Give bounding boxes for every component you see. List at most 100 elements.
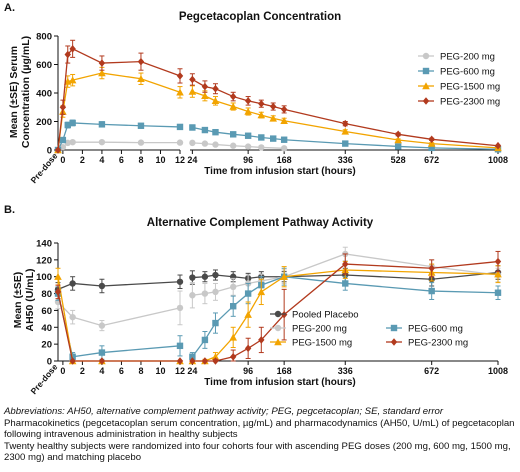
series-line <box>57 301 181 327</box>
data-point <box>137 139 145 146</box>
x-axis-label: Time from infusion start (hours) <box>204 377 356 388</box>
data-point <box>69 313 76 321</box>
data-point <box>54 146 62 154</box>
y-axis-label-line: Concentration (µg/mL) <box>20 36 32 148</box>
x-tick-label: 1008 <box>488 366 508 376</box>
data-point <box>394 136 402 144</box>
x-tick-label: 336 <box>338 155 353 165</box>
data-point <box>69 353 76 360</box>
data-point <box>98 59 106 67</box>
data-point <box>244 97 252 105</box>
x-tick-label: 8 <box>138 366 143 376</box>
legend-label: PEG-2300 mg <box>440 97 500 108</box>
y-tick-label: 0 <box>47 146 52 157</box>
series-line <box>57 141 180 151</box>
data-point <box>212 357 219 365</box>
legend: PEG-200 mg PEG-600 mg PEG-1500 mg PEG-2300 … <box>418 52 500 108</box>
chart-title: Alternative Complement Pathway Activity <box>147 217 374 229</box>
data-point <box>211 97 220 105</box>
legend-marker <box>390 324 398 332</box>
y-tick-label: 120 <box>36 255 52 266</box>
legend-marker <box>422 97 430 105</box>
data-point <box>280 136 288 143</box>
data-point <box>201 336 209 344</box>
legend-marker <box>422 82 430 90</box>
series-line <box>192 269 499 362</box>
chart-pegcetacoplan-concentration: Pegcetacoplan Concentration Mean (±SE) Se… <box>8 11 508 185</box>
data-point <box>68 76 77 84</box>
data-point <box>244 143 252 150</box>
data-point <box>59 103 67 112</box>
data-point <box>176 357 184 365</box>
data-point <box>98 357 106 365</box>
data-point <box>176 72 184 80</box>
x-tick-label: 96 <box>243 366 253 376</box>
data-point <box>280 105 288 114</box>
data-point <box>427 139 436 147</box>
data-point <box>342 140 349 147</box>
data-point <box>98 138 106 146</box>
data-point <box>98 322 106 329</box>
panel-b-label: B. <box>4 204 15 216</box>
data-point <box>229 131 237 138</box>
chart-alternative-complement-pathway: Alternative Complement Pathway Activity M… <box>12 217 508 396</box>
y-tick-label: 20 <box>41 340 52 351</box>
x-tick-label: 2 <box>80 366 85 376</box>
x-axis-label: Time from infusion start (hours) <box>204 166 356 177</box>
y-tick-label: 200 <box>36 117 52 128</box>
data-point <box>137 57 145 66</box>
data-point <box>212 288 219 296</box>
data-point <box>212 128 219 136</box>
chart-title: Pegcetacoplan Concentration <box>179 11 341 23</box>
series-peg-1500-mg <box>54 66 502 154</box>
x-tick-label: 96 <box>243 155 253 165</box>
data-point <box>270 135 277 142</box>
data-point <box>342 280 349 287</box>
legend-item-peg-600-mg: PEG-600 mg <box>418 67 495 78</box>
data-point <box>98 69 106 77</box>
legend-item-peg-1500-mg: PEG-1500 mg <box>270 338 352 349</box>
data-point <box>201 140 209 147</box>
data-point <box>69 119 76 127</box>
data-point <box>494 141 502 150</box>
footnote-line-1: Pharmacokinetics (pegcetacoplan serum co… <box>4 417 515 441</box>
panel-a-label: A. <box>4 2 15 14</box>
legend-label: PEG-2300 mg <box>408 338 468 349</box>
x-tick-label: 4 <box>99 155 104 165</box>
x-tick-label: 2 <box>80 155 85 165</box>
data-point <box>270 102 277 111</box>
x-tick-label: 0 <box>60 155 65 165</box>
data-point <box>212 271 219 279</box>
data-point <box>280 145 288 152</box>
data-point <box>69 138 76 146</box>
x-tick-label: 336 <box>338 366 353 376</box>
legend-item-peg-2300-mg: PEG-2300 mg <box>418 97 500 108</box>
x-tick-label: 1008 <box>488 155 508 165</box>
data-point <box>229 303 237 310</box>
data-point <box>428 264 435 273</box>
series-peg-200-mg <box>54 138 288 154</box>
y-axis-label-line: Mean (±SE) Serum <box>8 46 20 138</box>
data-point <box>342 260 349 268</box>
data-point <box>212 84 219 93</box>
y-tick-label: 140 <box>36 239 52 250</box>
data-point <box>137 122 145 129</box>
series-line <box>57 72 181 151</box>
data-point <box>98 282 106 290</box>
data-point <box>258 336 265 344</box>
series-line <box>192 271 499 280</box>
x-tick-label: 12 <box>175 155 185 165</box>
data-point <box>201 290 209 297</box>
data-point <box>189 274 196 281</box>
data-point <box>342 119 349 128</box>
x-tick-label: 672 <box>424 366 439 376</box>
y-tick-label: 80 <box>41 289 52 300</box>
data-point <box>258 144 265 151</box>
data-point <box>189 139 196 147</box>
data-point <box>394 143 402 150</box>
data-point <box>229 102 237 110</box>
data-point <box>257 288 266 296</box>
predose-label: Pre-dose <box>28 362 59 397</box>
data-point <box>201 126 209 134</box>
data-point <box>212 141 219 148</box>
